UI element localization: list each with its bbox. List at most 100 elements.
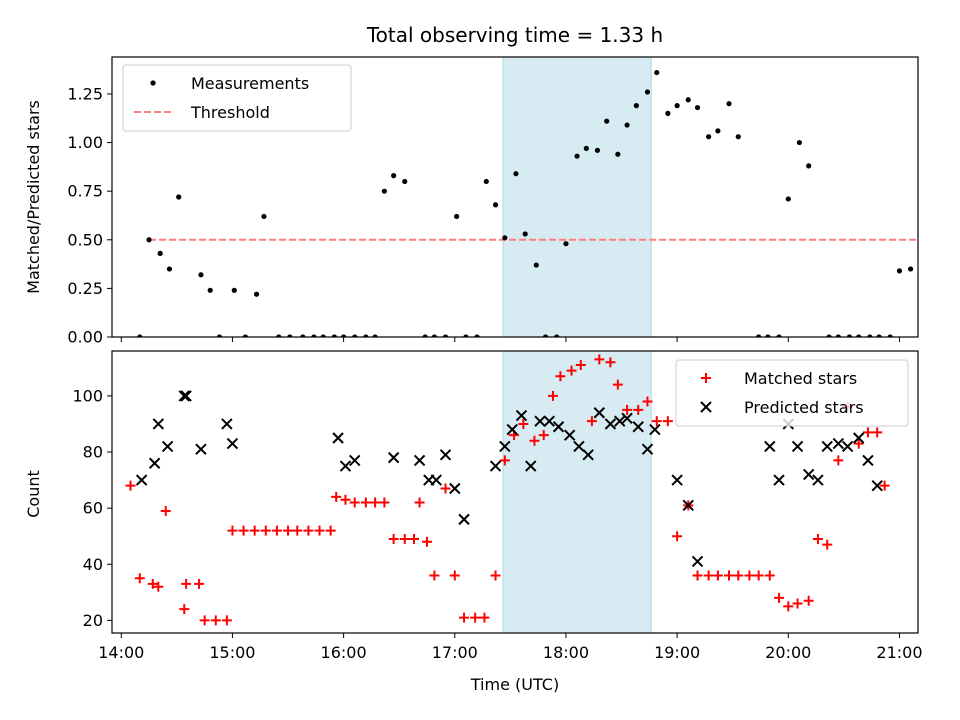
predicted-stars-point [871,479,883,492]
matched-stars-point [479,612,490,623]
y-tick-label: 1.00 [67,133,103,152]
measurement-point [381,188,387,194]
x-tick-label: 18:00 [543,643,589,662]
y-tick-label: 100 [72,386,103,405]
legend-predicted-swatch [700,401,712,413]
legend-box [122,64,352,132]
measurement-point [454,213,460,220]
measurement-point [207,287,213,293]
measurement-point [876,334,882,337]
predicted-stars-point [221,418,233,430]
matched-stars-point [538,430,549,441]
plot-area [137,69,954,337]
matched-stars-point [125,480,136,491]
measurement-point [137,334,143,337]
measurement-point [604,118,610,124]
predicted-stars-point [649,423,661,436]
measurement-point [513,171,519,177]
measurement-point [624,122,630,128]
matched-stars-point [370,497,381,508]
x-axis-label: Time (UTC) [470,675,559,694]
measurement-point [157,250,163,256]
matched-stars-point [470,612,481,623]
matched-stars-point [399,534,410,544]
predicted-stars-point [671,474,683,486]
legend: Matched stars Predicted stars [675,359,909,427]
measurement-point [276,334,282,337]
predicted-stars-point [791,440,804,453]
measurement-point [431,334,437,337]
measurement-point [253,291,260,297]
measurement-point [422,334,428,337]
matched-stars-point [449,570,460,581]
matched-stars-point [303,525,314,536]
predicted-stars-point [458,513,470,526]
matched-stars-point [283,525,294,536]
matched-stars-point [490,570,501,581]
matched-stars-point [529,435,540,446]
matched-stars-point [753,570,764,581]
predicted-stars-point [339,460,352,472]
predicted-stars-point [604,418,617,430]
matched-stars-point [325,525,336,536]
predicted-stars-point [641,443,654,455]
predicted-stars-point [764,440,776,453]
matched-stars-point [662,416,673,427]
observing-window-shade [502,350,652,634]
measurement-point [896,268,903,274]
predicted-stars-point [552,421,565,433]
predicted-stars-point [593,407,606,419]
x-tick-label: 14:00 [98,643,144,662]
predicted-stars-point [499,440,511,453]
measurement-point [522,231,528,237]
x-tick-label: 21:00 [876,643,922,662]
matched-stars-point [555,371,566,382]
measurement-point [594,147,601,153]
predicted-stars-point [161,440,174,453]
measurement-point [919,280,924,285]
measurement-point [776,334,782,337]
measurement-point [502,235,508,241]
y-tick-label: 0.75 [67,182,103,201]
predicted-stars-point [691,555,704,568]
measurement-point [706,134,712,140]
measurement-point [442,334,449,337]
legend-measurements-swatch [150,80,156,86]
predicted-stars-point [430,474,442,486]
matched-stars-point [238,525,249,536]
measurement-point [474,334,480,337]
measurement-point [930,272,935,277]
predicted-stars-point [682,499,694,512]
measurement-point [694,104,701,111]
predicted-stars-point [812,474,824,486]
top-panel: 0.00 0.25 0.50 0.75 1.00 1.25 Measurements Thre… [67,56,954,347]
x-tick-label: 15:00 [209,643,255,662]
predicted-stars-point [832,437,845,450]
top-y-axis-label: Matched/Predicted stars [24,100,43,294]
predicted-stars-point [439,449,452,461]
matched-stars-point [733,570,744,581]
matched-stars-point [134,573,145,584]
matched-stars-point [429,570,440,581]
matched-stars-point [260,525,271,536]
measurement-point [949,206,954,211]
predicted-stars-point [862,454,874,467]
matched-stars-point [227,525,238,536]
measurement-point [796,139,803,146]
matched-stars-point [194,578,205,589]
measurement-point [826,334,832,337]
matched-stars-point [499,455,510,466]
measurement-point [846,334,853,337]
measurement-point [835,334,841,337]
matched-stars-point [774,592,785,603]
matched-stars-point [642,396,653,407]
predicted-stars-point [632,421,644,433]
matched-stars-point [440,483,451,494]
measurement-point [363,334,369,337]
measurement-point [483,178,489,185]
measurement-point [166,266,173,272]
matched-stars-point [179,604,190,615]
y-tick-label: 80 [83,443,103,462]
matched-stars-point [692,570,703,581]
predicted-stars-point [413,454,426,467]
